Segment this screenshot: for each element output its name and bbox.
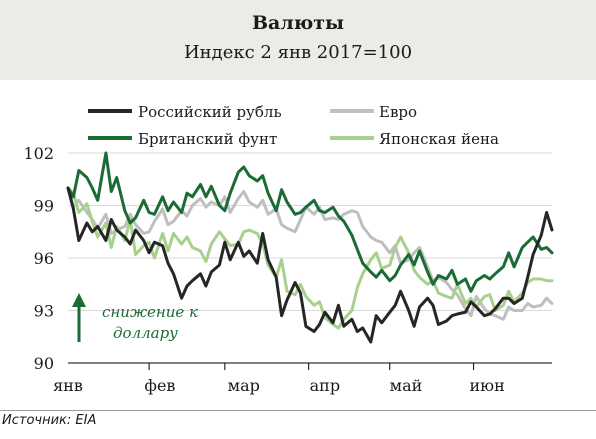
chart-area: 90 93 96 99 102 янв фев мар апр май июн Российски… bbox=[23, 103, 554, 395]
x-axis: янв фев мар апр май июн bbox=[53, 362, 552, 395]
series-lines bbox=[66, 151, 554, 344]
chart-title: Валюты bbox=[251, 12, 345, 34]
annotation-text-line2: доллару bbox=[113, 324, 178, 342]
y-tick-label: 99 bbox=[34, 197, 54, 216]
y-tick-label: 93 bbox=[34, 302, 54, 321]
legend: Российский рубль Евро Британский фунт Яп… bbox=[88, 103, 499, 148]
annotation: снижение к доллару bbox=[72, 293, 198, 342]
annotation-text-line1: снижение к bbox=[102, 303, 198, 321]
legend-item-euro: Евро bbox=[330, 103, 417, 121]
y-tick-label: 102 bbox=[23, 144, 54, 163]
x-tick-label: май bbox=[390, 376, 423, 395]
legend-label-russian-ruble: Российский рубль bbox=[138, 103, 282, 121]
y-axis: 90 93 96 99 102 bbox=[23, 144, 54, 373]
chart-header: Валюты Индекс 2 янв 2017=100 bbox=[0, 0, 596, 80]
series-line-british-pound bbox=[66, 151, 554, 293]
legend-item-japanese-yen: Японская йена bbox=[330, 130, 499, 148]
series-line-euro bbox=[66, 186, 554, 321]
legend-item-russian-ruble: Российский рубль bbox=[88, 103, 282, 121]
x-tick-label: июн bbox=[469, 376, 504, 395]
chart-subtitle: Индекс 2 янв 2017=100 bbox=[183, 42, 413, 63]
legend-label-british-pound: Британский фунт bbox=[138, 130, 277, 148]
series-line-russian-ruble bbox=[66, 186, 554, 344]
x-tick-label: апр bbox=[310, 376, 340, 395]
footer-rule bbox=[0, 410, 596, 411]
legend-label-japanese-yen: Японская йена bbox=[379, 130, 499, 148]
y-tick-label: 90 bbox=[34, 354, 54, 373]
source-note: Источник: EIA bbox=[2, 413, 97, 428]
annotation-arrow-head bbox=[72, 293, 86, 307]
x-tick-label: янв bbox=[53, 376, 83, 395]
legend-label-euro: Евро bbox=[379, 103, 417, 121]
legend-item-british-pound: Британский фунт bbox=[88, 130, 277, 148]
x-tick-label: фев bbox=[144, 376, 175, 395]
y-tick-label: 96 bbox=[34, 249, 54, 268]
series-line-japanese-yen bbox=[66, 186, 554, 330]
x-tick-label: мар bbox=[228, 376, 260, 395]
